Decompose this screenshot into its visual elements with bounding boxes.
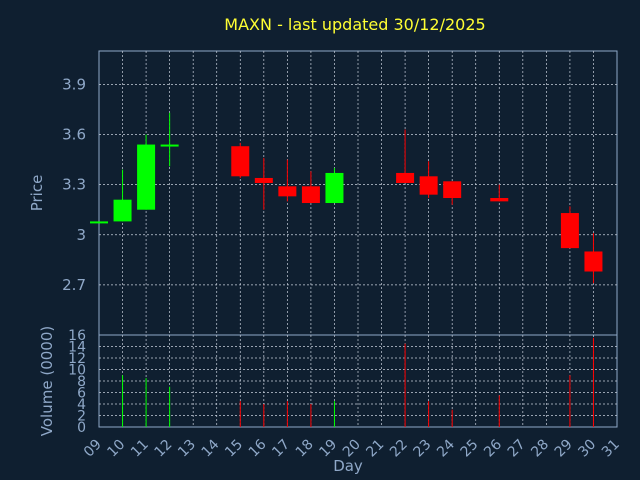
candle [490,184,509,202]
x-tick-label: 30 [575,437,599,461]
candle-body [419,176,438,195]
candle [160,112,179,167]
volume-y-tick-label: 10 [68,363,86,379]
price-y-tick-labels: 2.7 3 3.3 3.6 3.9 [62,75,86,293]
candle [254,157,273,210]
x-tick-label: 24 [434,436,458,460]
price-y-tick-label: 3.3 [62,176,86,194]
candles [90,112,603,284]
price-axis-label: Price [28,175,46,212]
x-tick-label: 11 [128,437,152,461]
candle [278,159,297,202]
volume-axis-label: Volume (0000) [38,326,56,436]
candle-body [560,213,579,249]
volume-y-tick-label: 2 [77,409,86,425]
price-panel: 2.7 3 3.3 3.6 3.9 [62,50,618,336]
candle-body [278,186,297,197]
volume-y-tick-label: 8 [77,374,86,390]
x-tick-label: 21 [363,437,387,461]
candle-body [490,198,509,202]
candle-body [231,146,250,177]
x-tick-label: 13 [175,437,199,461]
x-tick-label: 29 [552,437,576,461]
candle [419,161,438,199]
x-tick-label: 27 [505,437,529,461]
volume-y-tick-label: 0 [77,420,86,436]
volume-y-tick-label: 16 [68,328,86,344]
candle-body [396,172,415,183]
x-tick-label: 10 [104,437,128,461]
x-tick-label: 09 [81,437,105,461]
candle-body [113,199,132,222]
candle [90,221,108,224]
candle [584,233,603,284]
candle-body [90,221,108,224]
x-tick-label: 31 [599,437,623,461]
volume-y-tick-label: 14 [68,340,86,356]
x-tick-label: 14 [199,436,223,460]
volume-bars [122,337,594,427]
candle [560,206,579,249]
volume-y-tick-label: 12 [68,351,86,367]
volume-y-tick-label: 6 [77,386,86,402]
x-tick-label: 15 [222,437,246,461]
x-tick-label: 25 [458,437,482,461]
x-tick-label: 18 [293,437,317,461]
candle-body [584,251,603,272]
candle-body [443,181,462,199]
candle [137,134,156,210]
price-y-tick-label: 3 [76,226,86,244]
x-tick-label: 12 [152,437,176,461]
x-tick-label: 22 [387,437,411,461]
x-tick-label: 16 [246,436,270,460]
volume-gridlines [99,335,617,427]
candle-body [325,172,344,204]
x-tick-label: 26 [481,436,505,460]
candle-body [160,144,179,147]
volume-y-tick-label: 4 [77,397,86,413]
candle [301,171,320,204]
x-tick-label: 23 [411,437,435,461]
price-y-tick-label: 3.6 [62,126,86,144]
price-y-tick-label: 3.9 [62,75,86,93]
candle-body [137,144,156,210]
x-tick-label: 28 [528,437,552,461]
candle [443,181,462,205]
candle-body [301,186,320,204]
price-gridlines [99,51,617,335]
candle [113,169,132,222]
x-axis-label: Day [333,457,363,475]
x-tick-label: 17 [269,437,293,461]
candle [396,129,415,183]
candle [325,167,344,204]
chart-title: MAXN - last updated 30/12/2025 [224,15,485,34]
candle-body [254,177,273,183]
candle [231,142,250,178]
price-y-tick-label: 2.7 [62,276,86,294]
